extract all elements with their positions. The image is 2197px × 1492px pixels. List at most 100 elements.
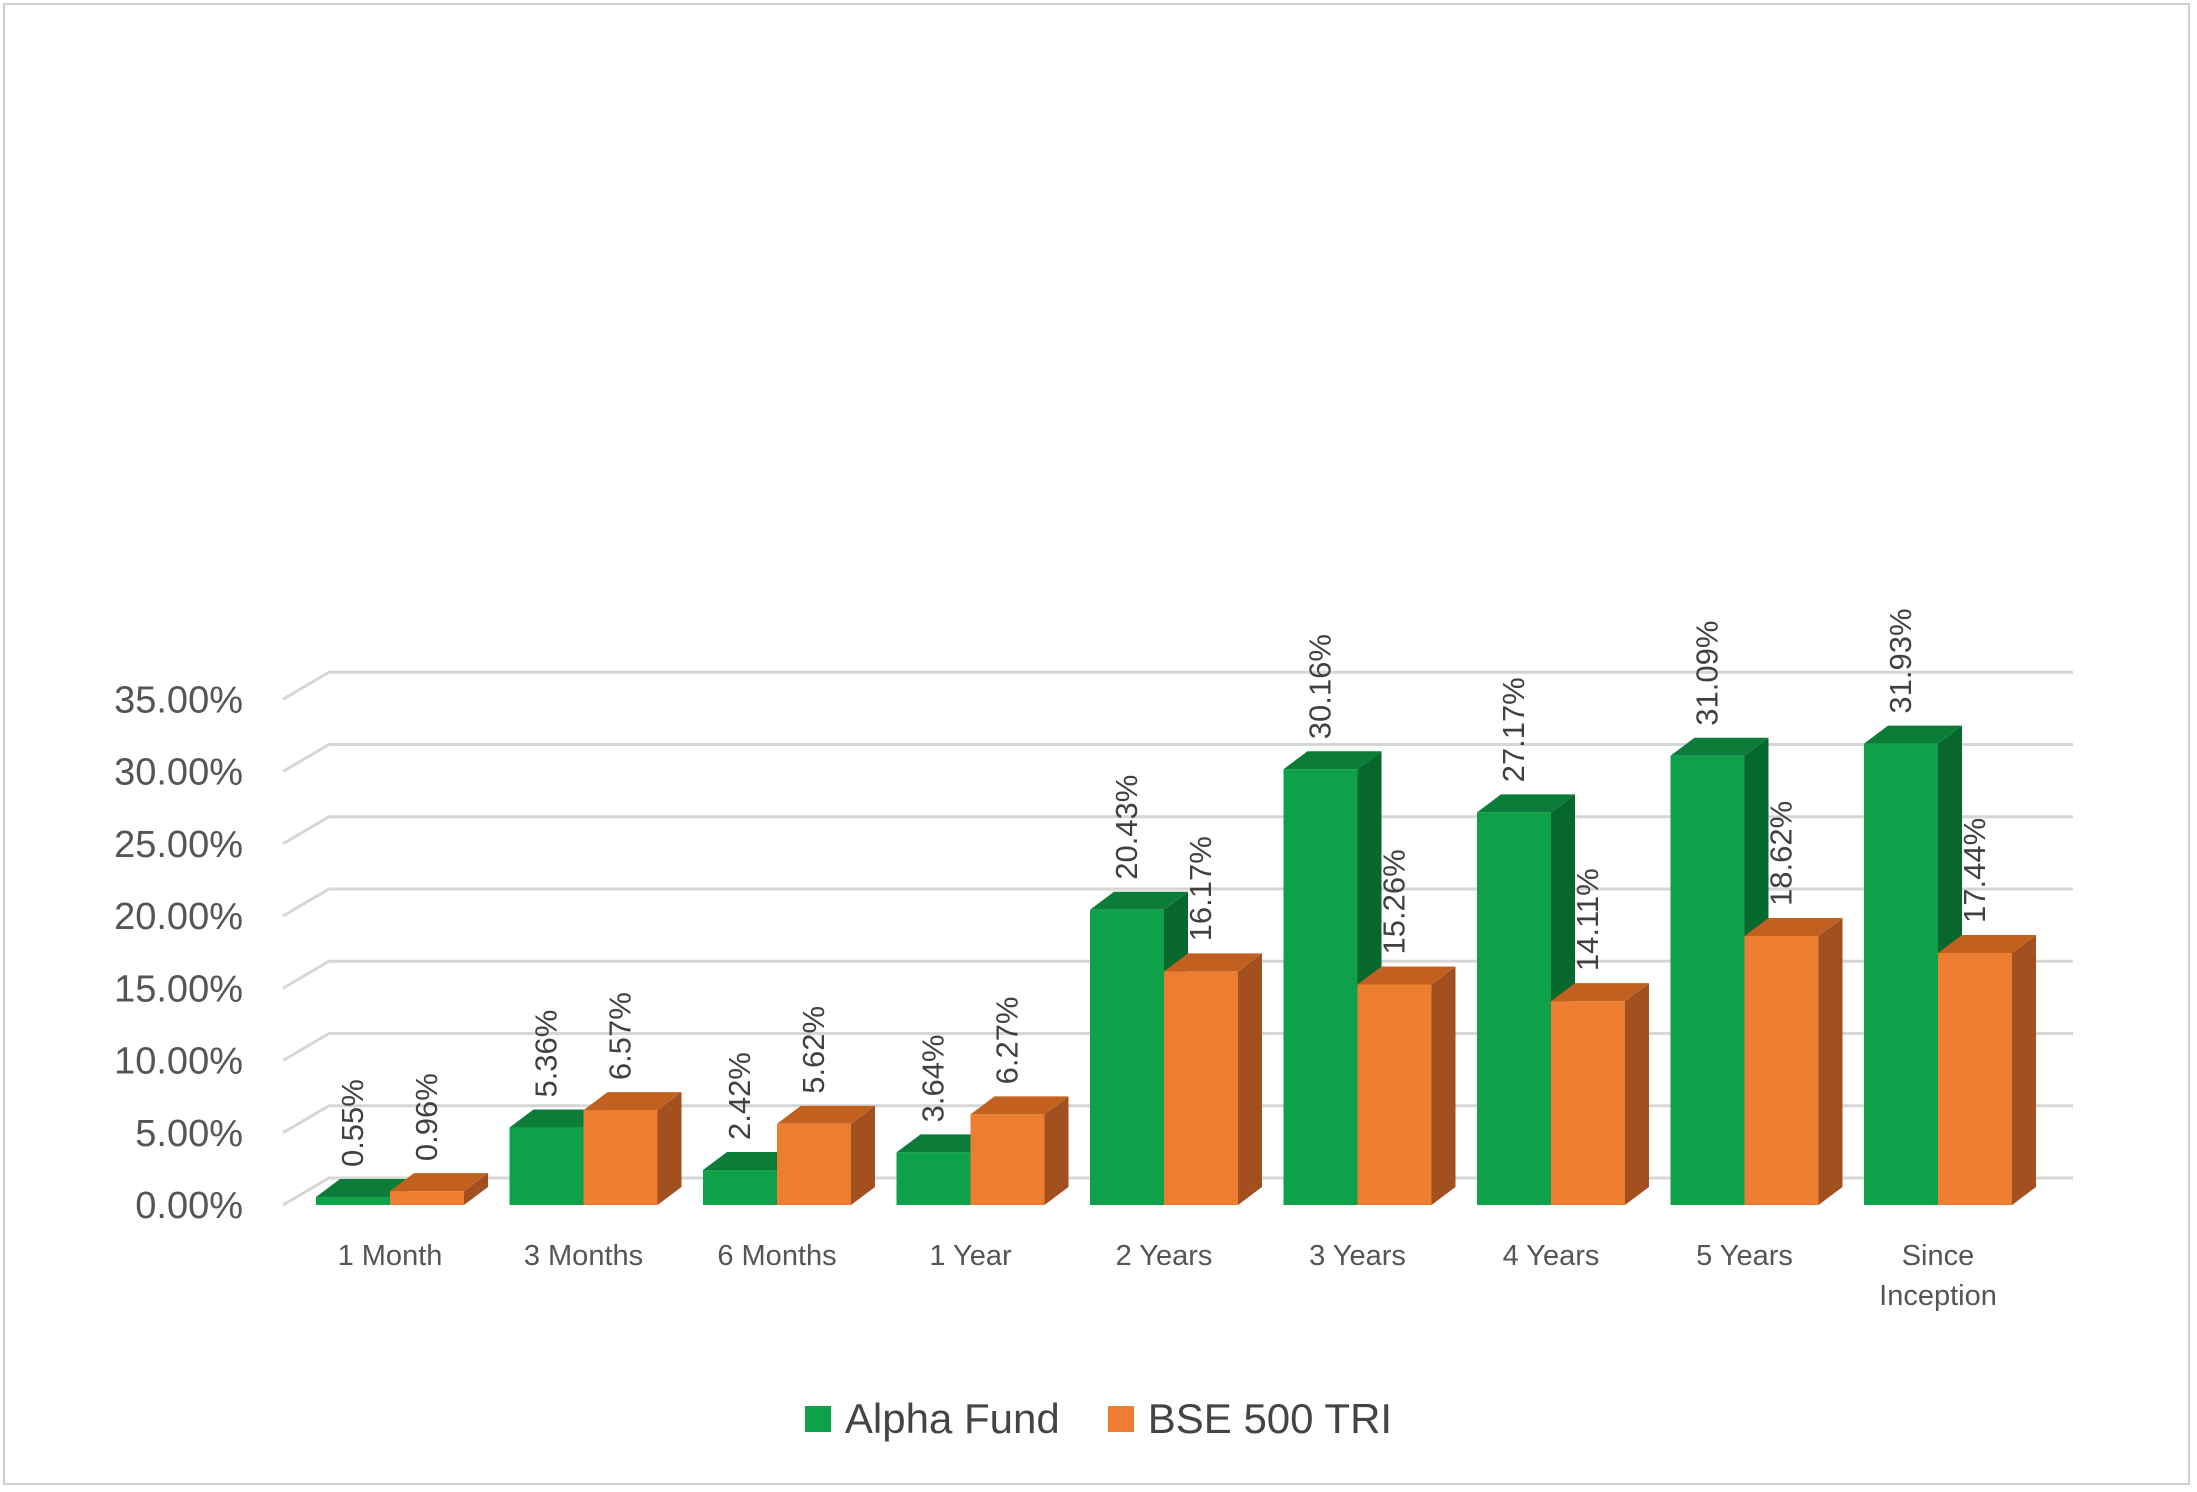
y-axis-ticks: 0.00% 5.00% 10.00% 15.00% 20.00% 25.00% 30.00%… <box>114 679 243 1227</box>
legend-label-series-0: Alpha Fund <box>844 1395 1060 1442</box>
bar-front-face <box>1477 812 1551 1205</box>
bar-bse-500-tri <box>1164 953 1262 1205</box>
legend-label-series-1: BSE 500 TRI <box>1147 1395 1393 1442</box>
bar-top-face <box>390 1173 488 1192</box>
bar-bse-500-tri <box>1744 917 1843 1205</box>
bar-top-face <box>1938 934 2036 953</box>
bar-front-face <box>703 1170 777 1205</box>
gridline <box>282 670 2073 701</box>
bar-side-face <box>1431 966 1456 1205</box>
bar-top-face <box>583 1092 682 1111</box>
bar-side-face <box>657 1092 682 1205</box>
bar-bse-500-tri <box>583 1092 682 1205</box>
bar-top-face <box>316 1179 414 1198</box>
bar-top-face <box>509 1109 608 1128</box>
data-label: 30.16% <box>1303 634 1338 739</box>
x-tick-label: 5 Years <box>1696 1240 1793 1272</box>
bar-front-face <box>1283 769 1358 1205</box>
bar-bse-500-tri <box>970 1096 1069 1205</box>
y-tick-label: 5.00% <box>135 1113 243 1155</box>
x-tick-label: 3 Years <box>1309 1240 1406 1272</box>
bar-front-face <box>1357 984 1432 1205</box>
data-label: 3.64% <box>916 1034 951 1122</box>
data-label: 0.55% <box>335 1079 370 1167</box>
bar-top-face <box>970 1096 1069 1115</box>
gridline <box>282 743 2073 773</box>
bar-side-face <box>1625 983 1649 1205</box>
data-label: 16.17% <box>1183 836 1218 941</box>
y-tick-label: 10.00% <box>114 1041 243 1083</box>
y-tick-label: 35.00% <box>114 679 243 721</box>
data-label: 6.27% <box>990 996 1025 1084</box>
data-label: 15.26% <box>1377 849 1412 954</box>
data-label: 31.93% <box>1883 608 1918 713</box>
bar-front-face <box>509 1127 584 1205</box>
bar-top-face <box>777 1105 875 1124</box>
x-tick-label: 2 Years <box>1116 1240 1213 1272</box>
bar-top-face <box>896 1134 995 1153</box>
bar-front-face <box>1090 909 1164 1205</box>
bar-bse-500-tri <box>1938 934 2036 1205</box>
data-label: 2.42% <box>722 1052 757 1140</box>
x-tick-label: 1 Year <box>929 1240 1012 1272</box>
bar-front-face <box>1744 935 1819 1205</box>
data-label: 18.62% <box>1764 801 1799 906</box>
bar-bse-500-tri <box>1551 983 1649 1205</box>
bar-top-face <box>1551 983 1649 1002</box>
bar-front-face <box>390 1191 464 1205</box>
bar-side-face <box>1818 917 1843 1205</box>
data-label: 17.44% <box>1957 818 1992 923</box>
data-labels: 0.55% 0.96% 5.36% 6.57% 2.42% 5.62% 3.64% 6.27%… <box>335 608 1992 1167</box>
data-label: 6.57% <box>603 992 638 1080</box>
bar-side-face <box>1238 953 1262 1205</box>
bar-front-face <box>1164 971 1238 1205</box>
legend-item-series-0[interactable]: Alpha Fund <box>804 1395 1060 1443</box>
x-tick-label: 1 Month <box>338 1240 443 1272</box>
data-label: 5.62% <box>796 1006 831 1094</box>
bar-front-face <box>896 1152 971 1205</box>
bar-top-face <box>1864 725 1962 744</box>
gridline <box>282 815 2073 846</box>
x-tick-label: 6 Months <box>717 1240 836 1272</box>
bar-front-face <box>777 1123 851 1205</box>
legend-swatch-series-0 <box>804 1406 831 1432</box>
y-tick-label: 20.00% <box>114 896 243 938</box>
bar-side-face <box>851 1105 875 1205</box>
bar-top-face <box>1164 953 1262 972</box>
data-label: 5.36% <box>529 1010 564 1098</box>
bar-bse-500-tri <box>390 1173 488 1205</box>
bar-top-face <box>1090 891 1188 910</box>
data-label: 20.43% <box>1109 775 1144 880</box>
bars <box>316 725 2036 1205</box>
bar-front-face <box>1938 952 2012 1205</box>
bar-front-face <box>970 1114 1045 1205</box>
legend-swatch-series-1 <box>1107 1406 1134 1432</box>
data-label: 27.17% <box>1496 677 1531 782</box>
bar-top-face <box>1357 966 1456 985</box>
bar-front-face <box>583 1110 658 1205</box>
y-tick-label: 15.00% <box>114 968 243 1010</box>
y-tick-label: 30.00% <box>114 752 243 794</box>
bar-bse-500-tri <box>777 1105 875 1205</box>
y-tick-label: 25.00% <box>114 824 243 866</box>
data-label: 14.11% <box>1570 868 1605 971</box>
bar-front-face <box>1864 743 1938 1205</box>
bar-top-face <box>1670 737 1769 756</box>
bar-side-face <box>464 1173 488 1205</box>
bar-bse-500-tri <box>1357 966 1456 1205</box>
legend-item-series-1[interactable]: BSE 500 TRI <box>1107 1395 1393 1443</box>
bar-front-face <box>1670 755 1745 1205</box>
x-tick-label: 4 Years <box>1503 1240 1600 1272</box>
bar-top-face <box>1477 794 1575 813</box>
x-tick-label: 3 Months <box>524 1240 643 1272</box>
y-tick-label: 0.00% <box>135 1185 243 1227</box>
bar-top-face <box>1744 917 1843 936</box>
bar-top-face <box>1283 751 1382 770</box>
legend: Alpha Fund BSE 500 TRI <box>0 1395 2197 1443</box>
data-label: 0.96% <box>409 1073 444 1161</box>
data-label: 31.09% <box>1690 621 1725 726</box>
bar-top-face <box>703 1152 801 1171</box>
bar-side-face <box>1044 1096 1069 1205</box>
bar-side-face <box>2012 934 2036 1205</box>
